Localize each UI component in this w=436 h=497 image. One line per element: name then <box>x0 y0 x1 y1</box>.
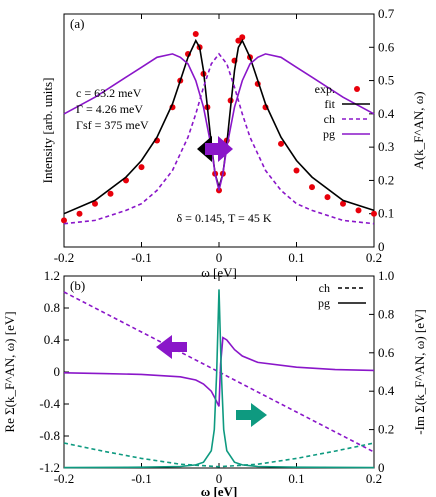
y-tick-label-right: 0.6 <box>378 345 395 360</box>
panel-label: (b) <box>70 278 85 293</box>
series-line-Re-pg <box>63 336 375 407</box>
x-tick-label: -0.2 <box>54 250 75 265</box>
param-gamma: Γ = 4.26 meV <box>76 102 143 116</box>
legend-label: ch <box>324 112 335 126</box>
legend-label: ch <box>319 281 330 295</box>
y-tick-label-right: 0.2 <box>378 172 394 187</box>
y-axis-label-right: -Im Σ(k_F^AN, ω) [eV] <box>412 309 427 434</box>
y-axis-label-right: A(k_F^AN, ω) <box>411 91 426 169</box>
x-tick-label: -0.1 <box>131 471 152 486</box>
y-tick-label-left: -0.8 <box>39 428 60 443</box>
x-tick-label: 0.2 <box>366 250 382 265</box>
y-tick-label-left: 1.2 <box>44 268 60 283</box>
x-tick-label: -0.2 <box>54 471 75 486</box>
data-point <box>324 194 331 201</box>
series-line-Re-ch <box>63 291 375 453</box>
data-point <box>107 190 114 197</box>
legend-marker <box>354 86 360 92</box>
panel-label: (a) <box>70 16 84 31</box>
series-line-Im-ch <box>63 442 375 468</box>
data-point <box>371 210 377 217</box>
x-axis-label: ω [eV] <box>201 484 238 497</box>
y-tick-label-left: -0.4 <box>39 396 60 411</box>
legend-label: pg <box>318 296 330 310</box>
series-line-pg <box>63 53 375 191</box>
legend-label: exp. <box>315 82 335 96</box>
y-tick-label-left: 0 <box>54 364 61 379</box>
y-tick-label-right: 1.0 <box>378 268 394 283</box>
y-axis-label-left: Intensity [arb. units] <box>40 78 55 184</box>
data-point <box>340 200 346 207</box>
y-tick-label-left: 0.4 <box>44 332 61 347</box>
y-tick-label-right: 0.5 <box>378 73 394 88</box>
right-arrow-icon <box>236 403 267 427</box>
data-point <box>192 30 199 37</box>
data-point <box>61 217 67 224</box>
y-tick-label-right: 0.7 <box>378 6 395 21</box>
y-axis-label-left: Re Σ(k_F^AN, ω) [eV] <box>2 311 17 432</box>
x-tick-label: 0.1 <box>288 471 304 486</box>
data-point <box>309 184 315 191</box>
y-tick-label-right: 0.6 <box>378 39 395 54</box>
right-arrow-icon <box>205 136 233 162</box>
data-point <box>138 164 145 171</box>
left-arrow-icon <box>156 335 187 359</box>
x-tick-label: -0.1 <box>131 250 152 265</box>
y-tick-label-right: 0.3 <box>378 139 394 154</box>
y-tick-label-right: 0.8 <box>378 306 394 321</box>
data-point <box>293 167 300 174</box>
series-line-ch <box>63 52 375 225</box>
legend-label: fit <box>324 97 335 111</box>
data-point <box>278 140 284 147</box>
param-delta-temp: δ = 0.145, T = 45 K <box>177 211 272 225</box>
param-c: c = 63.2 meV <box>76 86 142 100</box>
x-tick-label: 0 <box>216 250 223 265</box>
y-tick-label-right: 0 <box>378 460 385 475</box>
x-tick-label: 0.1 <box>288 250 304 265</box>
y-tick-label-left: -1.2 <box>39 460 60 475</box>
y-tick-label-right: 0.1 <box>378 206 394 221</box>
data-point <box>239 34 246 41</box>
data-point <box>76 210 83 217</box>
legend-label: pg <box>323 127 335 141</box>
y-tick-label-right: 0.4 <box>378 383 395 398</box>
data-point <box>92 200 98 207</box>
x-tick-label: 0 <box>216 471 223 486</box>
y-tick-label-right: 0.2 <box>378 422 394 437</box>
panel-b: -0.2 -0.1 0 0.1 0.2-1.2-0.8-0.400.40.81.200.… <box>2 268 427 497</box>
y-tick-label-right: 0.4 <box>378 106 395 121</box>
series-line-Im-pg <box>63 289 375 469</box>
data-point <box>355 207 362 214</box>
param-gamma-sf: Γsf = 375 meV <box>76 118 149 132</box>
y-tick-label-left: 0.8 <box>44 300 60 315</box>
panel-a: -0.2 -0.1 0 0.1 0.200.10.20.30.40.50.60.7ω [… <box>40 6 426 280</box>
x-tick-label: 0.2 <box>366 471 382 486</box>
y-tick-label-right: 0 <box>378 239 385 254</box>
